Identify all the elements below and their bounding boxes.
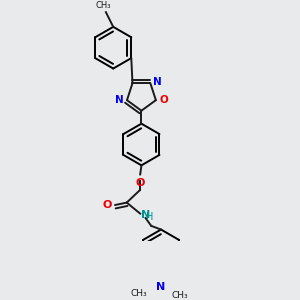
Text: N: N xyxy=(115,95,124,105)
Text: O: O xyxy=(136,178,145,188)
Text: CH₃: CH₃ xyxy=(172,291,188,300)
Text: CH₃: CH₃ xyxy=(130,289,147,298)
Text: N: N xyxy=(141,210,151,220)
Text: O: O xyxy=(103,200,112,210)
Text: N: N xyxy=(153,77,162,88)
Text: N: N xyxy=(156,282,166,292)
Text: H: H xyxy=(146,212,154,222)
Text: CH₃: CH₃ xyxy=(96,1,111,10)
Text: O: O xyxy=(159,95,168,105)
